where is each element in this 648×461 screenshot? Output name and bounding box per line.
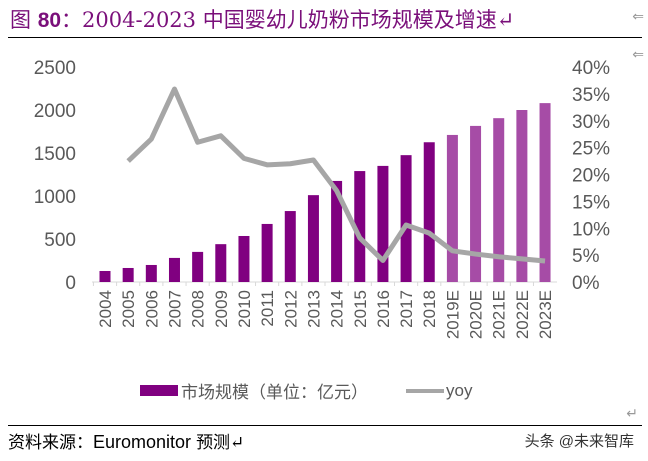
x-tick-label: 2022E: [513, 290, 532, 339]
bar-2006: [145, 264, 157, 282]
x-tick-label: 2011: [258, 290, 277, 327]
source-forecast: 预测↵: [196, 433, 245, 453]
bar-2004: [99, 270, 111, 282]
x-tick-label: 2017: [397, 290, 416, 328]
x-tick-label: 2018: [420, 290, 439, 328]
x-tick-label: 2020E: [467, 290, 486, 339]
return-mark-icon: ↵: [626, 405, 638, 421]
x-tick-label: 2005: [119, 290, 138, 328]
bar-2018: [423, 142, 435, 282]
bar-2014: [331, 180, 343, 282]
source-org: Euromonitor: [93, 432, 192, 452]
y-left-tick-label: 1500: [34, 144, 76, 165]
bar-2021E: [493, 118, 505, 282]
y-left-tick-label: 0: [65, 273, 76, 294]
bar-2019E: [446, 134, 458, 282]
return-mark-icon: ⇐: [632, 8, 644, 24]
y-right-tick-label: 15%: [572, 192, 610, 213]
x-tick-label: 2010: [235, 290, 254, 328]
y-right-tick-label: 35%: [572, 85, 610, 106]
source-note: 资料来源：Euromonitor 预测↵: [8, 428, 244, 453]
x-tick-label: 2008: [189, 290, 208, 328]
figure-number: 80: [37, 9, 62, 32]
bar-2005: [122, 267, 134, 282]
x-tick-label: 2019E: [443, 290, 462, 339]
bar-2007: [168, 257, 180, 282]
bar-2013: [307, 195, 319, 282]
x-tick-label: 2006: [142, 290, 161, 328]
y-left-tick-label: 1000: [34, 187, 76, 208]
x-tick-label: 2012: [281, 290, 300, 328]
x-tick-label: 2009: [212, 290, 231, 328]
bar-2016: [377, 165, 389, 282]
x-tick-label: 2013: [304, 290, 323, 328]
chart: 0 500 1000 1500 2000 2500 0% 5% 10% 15% 20% 25% 30% 3…: [34, 58, 610, 339]
bar-2020E: [470, 125, 482, 282]
legend-swatch-line: [406, 388, 444, 393]
legend-label-market-size: 市场规模（单位：亿元）: [181, 383, 368, 402]
figure-prefix: 图: [10, 8, 31, 32]
x-tick-label: 2014: [328, 290, 347, 328]
bar-2009: [215, 244, 227, 282]
x-tick-label: 2004: [96, 290, 115, 328]
title-colon: ：: [61, 8, 83, 32]
legend: 市场规模（单位：亿元） yoy: [140, 378, 472, 403]
y-right-tick-label: 20%: [572, 166, 610, 187]
title-text: 2004-2023 中国婴幼儿奶粉市场规模及增速↵: [82, 8, 515, 32]
legend-label-yoy: yoy: [446, 380, 473, 400]
x-tick-label: 2016: [374, 290, 393, 328]
y-left-tick-label: 500: [44, 230, 76, 251]
y-right-tick-label: 10%: [572, 219, 610, 240]
y-right-tick-label: 40%: [572, 58, 610, 79]
source-label: 资料来源：: [8, 433, 93, 453]
y-right-tick-label: 25%: [572, 139, 610, 160]
y-right-tick-label: 0%: [572, 273, 600, 294]
bar-2017: [400, 155, 412, 282]
source-divider: [8, 425, 642, 426]
title-divider: [8, 37, 642, 38]
watermark: 头条 @未来智库: [524, 433, 634, 450]
x-tick-label: 2007: [165, 290, 184, 328]
y-right-tick-label: 5%: [572, 246, 600, 267]
bar-2008: [192, 251, 204, 282]
figure-title: 图 80：2004-2023 中国婴幼儿奶粉市场规模及增速↵: [10, 4, 514, 34]
bar-2022E: [516, 110, 528, 282]
legend-swatch-bar: [140, 385, 178, 396]
bar-2010: [238, 235, 250, 282]
x-tick-label: 2021E: [490, 290, 509, 339]
bar-2015: [354, 171, 366, 282]
y-right-tick-label: 30%: [572, 112, 610, 133]
bar-2023E: [539, 103, 551, 283]
bar-2011: [261, 223, 273, 282]
return-mark-icon: ⇐: [632, 46, 644, 62]
y-left-tick-label: 2500: [34, 58, 76, 79]
x-tick-label: 2023E: [536, 290, 555, 339]
x-tick-label: 2015: [351, 290, 370, 328]
bar-2012: [284, 211, 296, 282]
y-left-tick-label: 2000: [34, 101, 76, 122]
